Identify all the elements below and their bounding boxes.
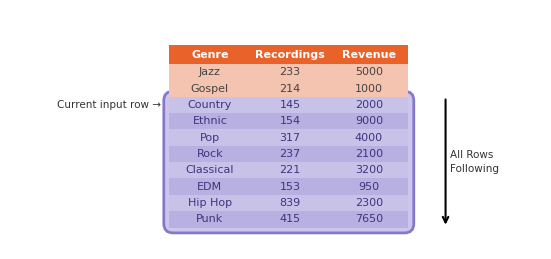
Text: Country: Country: [188, 100, 232, 110]
Text: 233: 233: [279, 67, 300, 77]
Text: 7650: 7650: [355, 214, 383, 224]
Text: 4000: 4000: [355, 133, 383, 142]
Text: 9000: 9000: [355, 116, 383, 126]
Bar: [169, 211, 408, 227]
Text: EDM: EDM: [197, 182, 223, 192]
Text: 415: 415: [279, 214, 300, 224]
Text: Pop: Pop: [200, 133, 220, 142]
Bar: [169, 113, 408, 130]
Text: 153: 153: [279, 182, 300, 192]
Bar: [169, 45, 408, 64]
Text: Rock: Rock: [197, 149, 223, 159]
Bar: [169, 162, 408, 178]
Text: 317: 317: [279, 133, 300, 142]
Bar: [169, 64, 408, 80]
Bar: [169, 130, 408, 146]
Bar: [169, 195, 408, 211]
Text: Ethnic: Ethnic: [192, 116, 228, 126]
Text: 950: 950: [358, 182, 380, 192]
Bar: [169, 178, 408, 195]
Text: 2100: 2100: [355, 149, 383, 159]
Text: All Rows
Following: All Rows Following: [450, 150, 499, 174]
FancyBboxPatch shape: [164, 91, 414, 233]
Text: Revenue: Revenue: [342, 49, 396, 60]
Text: 1000: 1000: [355, 83, 383, 93]
Text: 145: 145: [279, 100, 300, 110]
Text: Gospel: Gospel: [191, 83, 229, 93]
Text: Classical: Classical: [186, 165, 234, 175]
Text: Recordings: Recordings: [255, 49, 325, 60]
Text: Jazz: Jazz: [199, 67, 221, 77]
Bar: [169, 80, 408, 97]
Bar: [169, 146, 408, 162]
Text: Current input row →: Current input row →: [57, 100, 161, 110]
Text: 2300: 2300: [355, 198, 383, 208]
Text: 221: 221: [279, 165, 301, 175]
Text: 154: 154: [279, 116, 300, 126]
Text: 2000: 2000: [355, 100, 383, 110]
Text: Genre: Genre: [191, 49, 229, 60]
Text: 214: 214: [279, 83, 301, 93]
Bar: [169, 97, 408, 113]
Text: Punk: Punk: [196, 214, 224, 224]
Text: 839: 839: [279, 198, 301, 208]
Text: 237: 237: [279, 149, 301, 159]
Text: Hip Hop: Hip Hop: [188, 198, 232, 208]
Text: 3200: 3200: [355, 165, 383, 175]
Text: 5000: 5000: [355, 67, 383, 77]
